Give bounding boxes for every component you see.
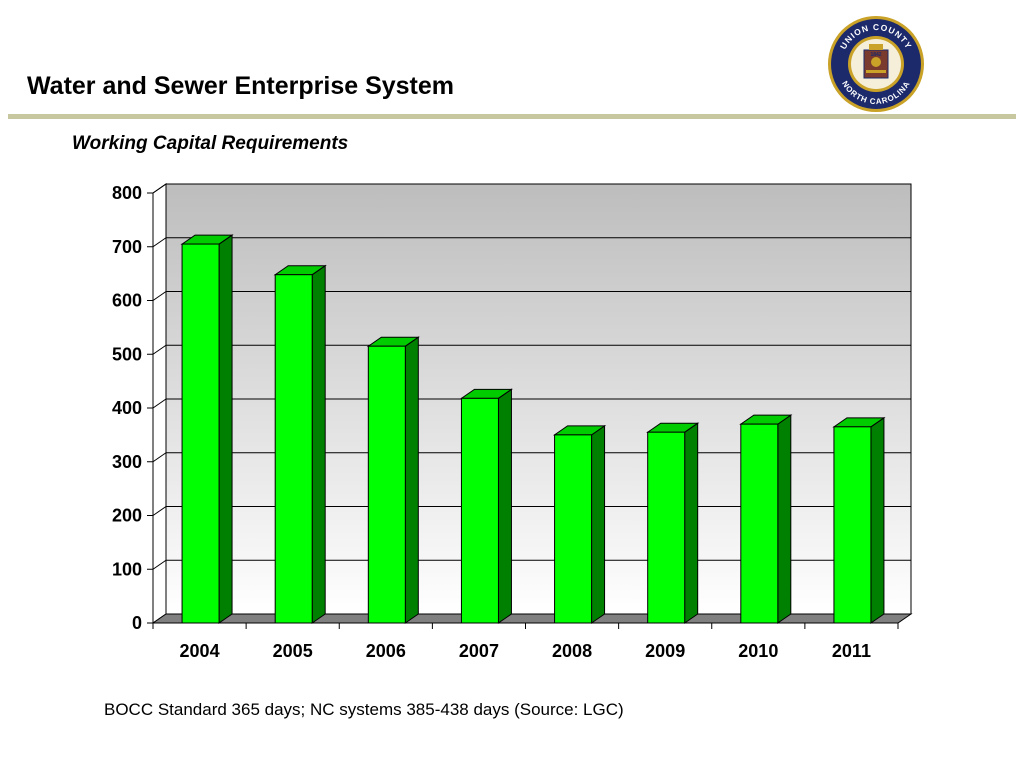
bar-2011 (832, 416, 886, 624)
seal-year: 1842 (870, 52, 881, 58)
gridline-side (152, 506, 167, 516)
bar-front (647, 431, 686, 624)
y-tick-label: 700 (112, 237, 142, 257)
bar-front (274, 274, 313, 624)
y-tick-label: 100 (112, 559, 142, 579)
bar-2006 (366, 336, 420, 624)
title-divider (8, 114, 1016, 119)
bar-2010 (739, 414, 793, 624)
y-tick-label: 800 (112, 183, 142, 203)
bar-side (311, 264, 326, 624)
footnote: BOCC Standard 365 days; NC systems 385-4… (104, 700, 624, 719)
bar-side (870, 416, 885, 624)
x-tick-label: 2008 (552, 641, 592, 661)
bar-front (181, 243, 220, 624)
bar-side (404, 336, 419, 624)
gridline-side (152, 291, 167, 301)
chart-title: Working Capital Requirements (72, 133, 349, 154)
y-tick-label: 500 (112, 344, 142, 364)
y-axis-tick-labels: 0 100 200 300 400 500 600 700 800 (112, 183, 142, 633)
x-tick-label: 2011 (832, 641, 871, 661)
gridline-side (152, 559, 167, 570)
x-tick-label: 2005 (273, 641, 313, 661)
bar-front (554, 434, 593, 624)
gridline-side (152, 398, 167, 409)
bar-2007 (459, 388, 514, 624)
gridline-side (152, 344, 167, 355)
bar-2004 (180, 234, 234, 624)
x-tick-label: 2004 (180, 641, 220, 661)
y-tick-label: 0 (132, 613, 142, 633)
x-tick-label: 2006 (366, 641, 406, 661)
chart-floor (151, 613, 913, 624)
gridline-side (152, 183, 167, 194)
y-tick-label: 600 (112, 291, 142, 311)
bar-side (684, 422, 699, 624)
y-tick-label: 300 (112, 452, 142, 472)
chart-bars (180, 234, 886, 624)
bar-side (777, 414, 792, 624)
gridline-side (152, 237, 167, 248)
bar-side (497, 388, 512, 624)
bar-front (460, 397, 499, 624)
x-tick-label: 2010 (738, 641, 778, 661)
chart-plot-area (152, 183, 912, 624)
bar-front (833, 426, 872, 624)
bar-2008 (552, 424, 607, 624)
chart-floor-plane (151, 613, 913, 624)
x-axis-tick-labels: 2004 2005 2006 2007 2008 2009 2010 2011 (180, 641, 871, 661)
x-tick-label: 2007 (459, 641, 499, 661)
bar-front (740, 423, 779, 624)
y-tick-label: 400 (112, 398, 142, 418)
gridline-side (152, 452, 167, 463)
bar-side (218, 234, 233, 624)
bar-2005 (273, 264, 327, 624)
union-county-seal-icon: UNION COUNTY NORTH CAROLINA 1842 (828, 16, 924, 112)
x-tick-label: 2009 (645, 641, 685, 661)
bar-front (367, 345, 406, 624)
bar-2009 (646, 422, 700, 624)
bar-side (591, 424, 606, 624)
y-tick-label: 200 (112, 506, 142, 526)
slide-title: Water and Sewer Enterprise System (27, 72, 455, 100)
